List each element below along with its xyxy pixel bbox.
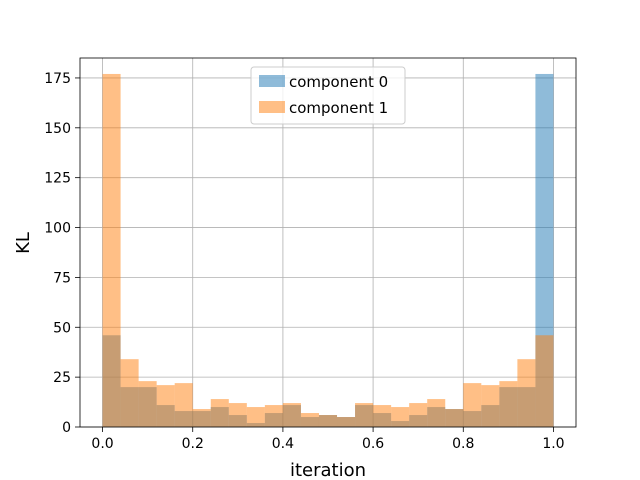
legend-swatch [259,75,285,87]
histogram-bar [535,335,554,427]
histogram-bar [499,381,518,427]
histogram-bar [192,409,211,427]
histogram-bar [120,359,139,427]
x-tick-label: 0.2 [182,436,204,452]
y-tick-label: 100 [44,221,71,237]
histogram-bar [282,403,301,427]
histogram-bar [228,403,247,427]
legend: component 0 component 1 [250,66,406,125]
histogram-bar [174,383,193,427]
histogram-bar [210,399,229,427]
legend-label: component 0 [289,73,388,91]
y-tick-label: 50 [53,320,71,336]
y-tick-label: 75 [53,270,71,286]
histogram-bar [102,73,121,427]
series-0-bars [102,73,554,427]
y-axis-label: KL [13,232,34,254]
histogram-bar [481,385,500,427]
histogram-bar [156,385,175,427]
histogram-bar [445,409,464,427]
x-tick-label: 0.6 [362,436,384,452]
series-1-bars [102,73,554,427]
y-tick-label: 175 [44,71,71,87]
histogram-bar [409,403,428,427]
y-tick-label: 125 [44,171,71,187]
histogram-bar [246,407,265,427]
histogram-bar [427,399,446,427]
x-tick-label: 0.4 [272,436,294,452]
histogram-bar [463,383,482,427]
histogram-bars [102,73,554,427]
x-axis-label: iteration [290,460,366,480]
x-tick-label: 0.0 [91,436,113,452]
y-axis-ticks: 0 25 50 75 100 125 150 175 [44,71,80,436]
histogram-bar [318,415,338,427]
y-tick-label: 25 [53,370,71,386]
histogram-bar [391,407,410,427]
histogram-bar [337,417,356,427]
histogram-bar [355,403,374,427]
histogram-bar [373,405,392,427]
histogram-bar [517,359,536,427]
histogram-bar [264,405,283,427]
legend-label: component 1 [289,99,388,117]
plot-frame [79,57,577,428]
x-tick-label: 1.0 [542,436,564,452]
x-tick-label: 0.8 [452,436,474,452]
legend-swatch [259,101,285,113]
histogram-bar [300,413,319,427]
y-tick-label: 150 [44,121,71,137]
y-tick-label: 0 [62,420,71,436]
x-axis-ticks: 0.0 0.2 0.4 0.6 0.8 1.0 [91,427,565,452]
legend-box [250,66,406,125]
histogram-bar [138,381,157,427]
